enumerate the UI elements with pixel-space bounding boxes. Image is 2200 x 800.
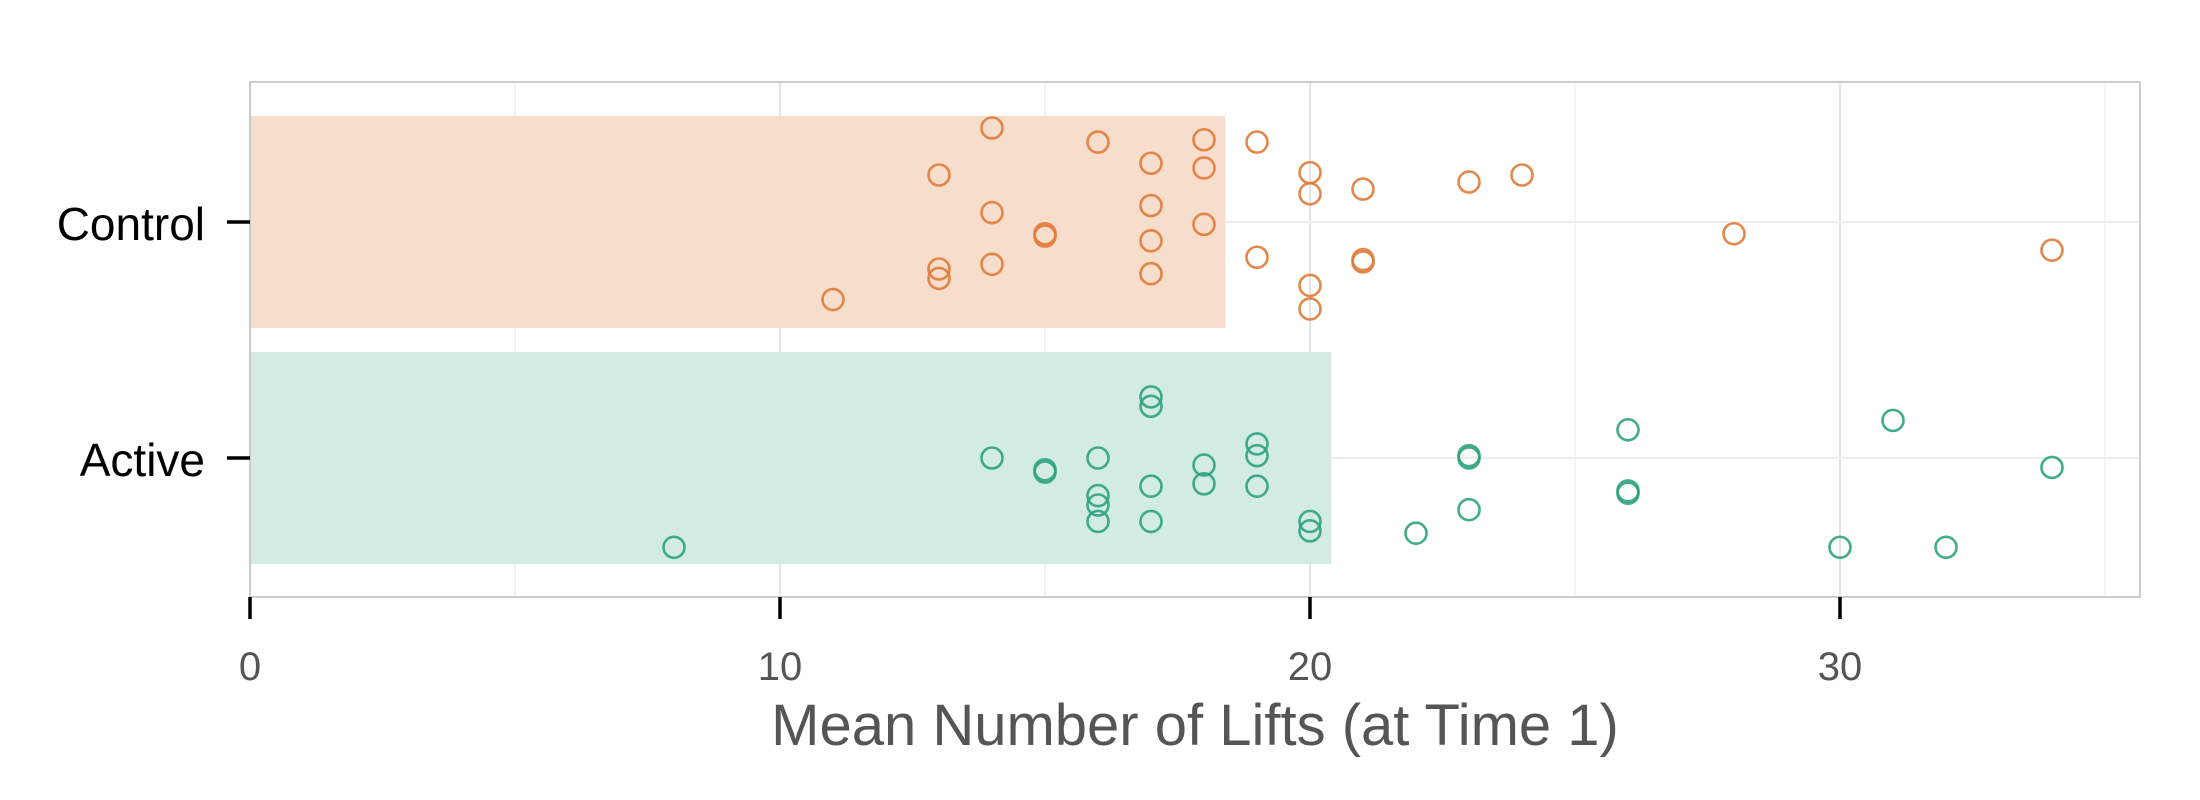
bars bbox=[250, 116, 1332, 564]
x-tick-label: 0 bbox=[239, 645, 261, 689]
point-control bbox=[1192, 212, 1216, 237]
point-active bbox=[1086, 509, 1110, 534]
x-tick-label: 10 bbox=[758, 645, 803, 689]
point-control bbox=[1245, 245, 1269, 270]
bar-active bbox=[250, 352, 1332, 564]
point-active bbox=[980, 446, 1004, 470]
point-control bbox=[821, 287, 845, 312]
point-active bbox=[1192, 453, 1216, 477]
point-active bbox=[1457, 497, 1481, 522]
point-active bbox=[1139, 385, 1163, 409]
point-control bbox=[1351, 247, 1375, 272]
y-axis: Control Active bbox=[57, 198, 250, 486]
point-active bbox=[1086, 446, 1110, 470]
point-control bbox=[980, 116, 1004, 140]
point-active bbox=[1934, 535, 1958, 560]
x-tick-label: 30 bbox=[1818, 645, 1863, 689]
point-control bbox=[1298, 297, 1322, 321]
point-active bbox=[1086, 483, 1110, 508]
point-control bbox=[1298, 182, 1322, 206]
point-active bbox=[1616, 481, 1640, 506]
point-active bbox=[1881, 408, 1905, 433]
point-control bbox=[927, 257, 951, 281]
point-control bbox=[1192, 127, 1216, 152]
point-control bbox=[1351, 177, 1375, 201]
point-control bbox=[927, 163, 951, 187]
x-axis-title: Mean Number of Lifts (at Time 1) bbox=[771, 693, 1619, 758]
category-label-control: Control bbox=[57, 198, 205, 250]
category-label-active: Active bbox=[80, 434, 205, 486]
point-control bbox=[1033, 224, 1057, 248]
point-active bbox=[1616, 417, 1640, 442]
plot-panel-border bbox=[249, 81, 2141, 598]
point-control bbox=[1510, 163, 1534, 187]
point-active bbox=[1139, 394, 1163, 419]
x-axis: 0 10 20 30 bbox=[239, 597, 1862, 689]
point-active bbox=[1245, 474, 1269, 499]
point-active bbox=[1192, 472, 1216, 496]
point-control bbox=[1298, 273, 1322, 298]
point-control bbox=[980, 252, 1004, 277]
point-active bbox=[1033, 460, 1057, 484]
point-active bbox=[1298, 519, 1322, 543]
x-tick-label: 20 bbox=[1288, 645, 1333, 689]
point-control bbox=[1722, 221, 1746, 246]
bar-control bbox=[250, 116, 1226, 328]
point-control bbox=[1139, 261, 1163, 286]
point-active bbox=[1828, 535, 1852, 560]
point-active bbox=[1245, 443, 1269, 468]
point-active bbox=[662, 535, 686, 560]
point-control bbox=[1245, 130, 1269, 154]
point-active bbox=[1139, 474, 1163, 499]
point-control bbox=[927, 266, 951, 291]
point-control bbox=[1457, 170, 1481, 194]
point-control bbox=[1139, 229, 1163, 253]
point-control bbox=[1086, 130, 1110, 154]
point-control bbox=[1139, 193, 1163, 218]
point-control bbox=[2040, 238, 2064, 262]
point-active bbox=[1298, 509, 1322, 534]
point-active bbox=[1086, 493, 1110, 517]
point-active bbox=[1457, 446, 1481, 470]
point-control bbox=[980, 200, 1004, 225]
point-active bbox=[2040, 455, 2064, 480]
point-active bbox=[1139, 509, 1163, 534]
point-active bbox=[1245, 432, 1269, 456]
point-control bbox=[1192, 156, 1216, 180]
point-control bbox=[1139, 151, 1163, 176]
points bbox=[662, 116, 2064, 560]
point-active bbox=[1404, 521, 1428, 546]
